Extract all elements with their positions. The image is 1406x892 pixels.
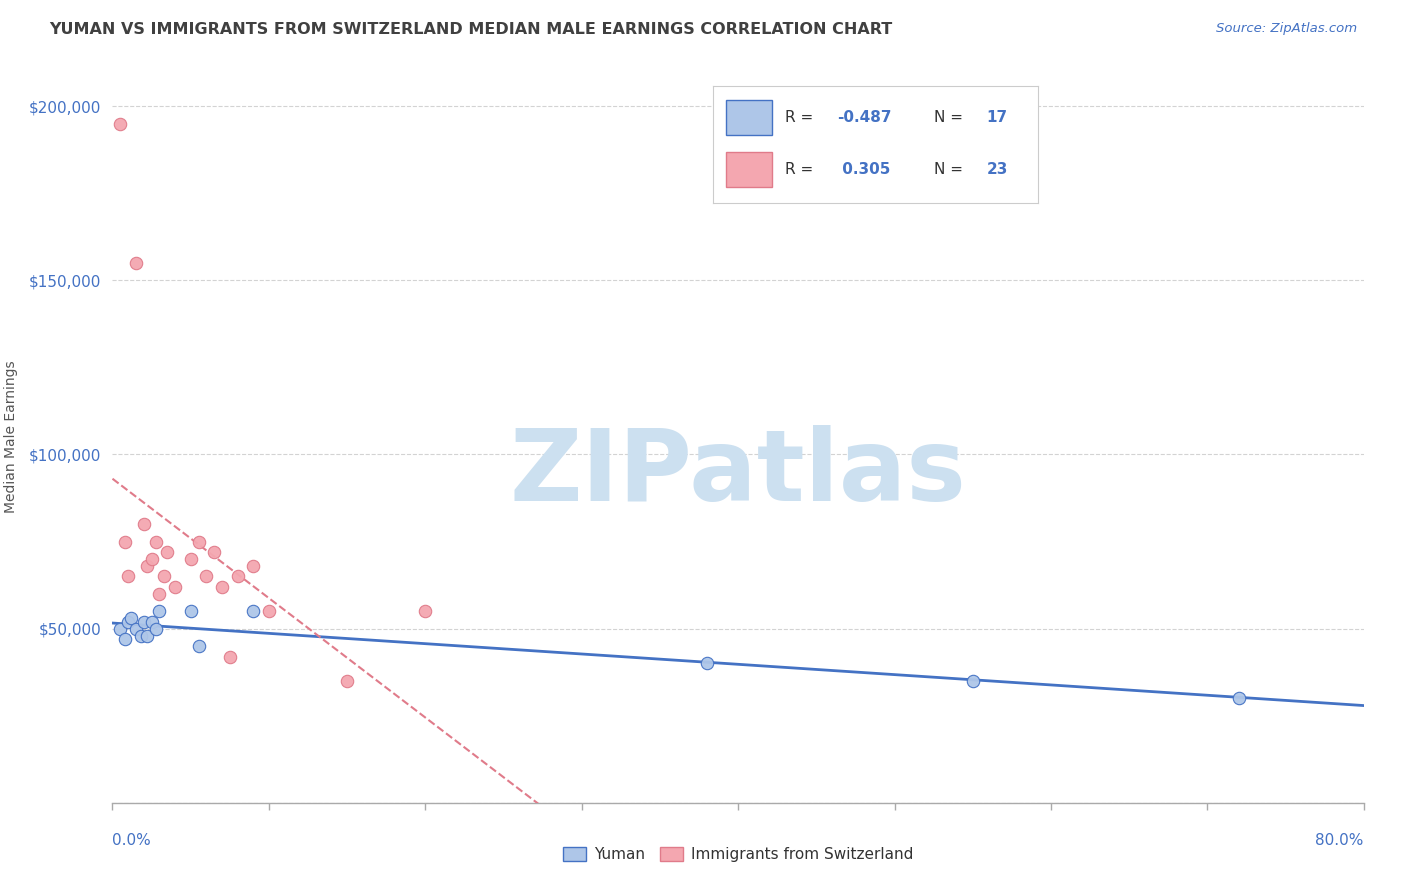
Point <box>129 629 152 643</box>
Point <box>125 256 148 270</box>
Point <box>145 622 167 636</box>
Legend: Yuman, Immigrants from Switzerland: Yuman, Immigrants from Switzerland <box>557 841 920 868</box>
Point <box>195 569 218 583</box>
Point <box>117 569 139 583</box>
Point <box>202 545 225 559</box>
Point <box>148 587 170 601</box>
Point <box>187 534 209 549</box>
Point <box>148 604 170 618</box>
Point <box>242 558 264 573</box>
Point <box>132 517 155 532</box>
Point <box>163 580 186 594</box>
Point <box>962 673 984 688</box>
Point <box>135 558 157 573</box>
Point <box>117 615 139 629</box>
Point <box>125 622 148 636</box>
Point <box>242 604 264 618</box>
Y-axis label: Median Male Earnings: Median Male Earnings <box>4 360 18 514</box>
Point <box>132 615 155 629</box>
Point <box>211 580 233 594</box>
Point <box>180 552 202 566</box>
Point <box>135 629 157 643</box>
Text: YUMAN VS IMMIGRANTS FROM SWITZERLAND MEDIAN MALE EARNINGS CORRELATION CHART: YUMAN VS IMMIGRANTS FROM SWITZERLAND MED… <box>49 22 893 37</box>
Point <box>218 649 240 664</box>
Point <box>110 622 132 636</box>
Text: 0.0%: 0.0% <box>112 833 152 848</box>
Point <box>153 569 176 583</box>
Point <box>156 545 179 559</box>
Text: Source: ZipAtlas.com: Source: ZipAtlas.com <box>1216 22 1357 36</box>
Point <box>696 657 718 671</box>
Point <box>110 117 132 131</box>
Point <box>226 569 249 583</box>
Point <box>145 534 167 549</box>
Point <box>114 534 136 549</box>
Point <box>141 615 163 629</box>
Point <box>114 632 136 646</box>
Point <box>180 604 202 618</box>
Text: ZIPatlas: ZIPatlas <box>510 425 966 522</box>
Point <box>141 552 163 566</box>
Point <box>120 611 142 625</box>
Text: 80.0%: 80.0% <box>1316 833 1364 848</box>
Point <box>257 604 280 618</box>
Point <box>415 604 437 618</box>
Point <box>1227 691 1250 706</box>
Point <box>187 639 209 653</box>
Point <box>336 673 359 688</box>
